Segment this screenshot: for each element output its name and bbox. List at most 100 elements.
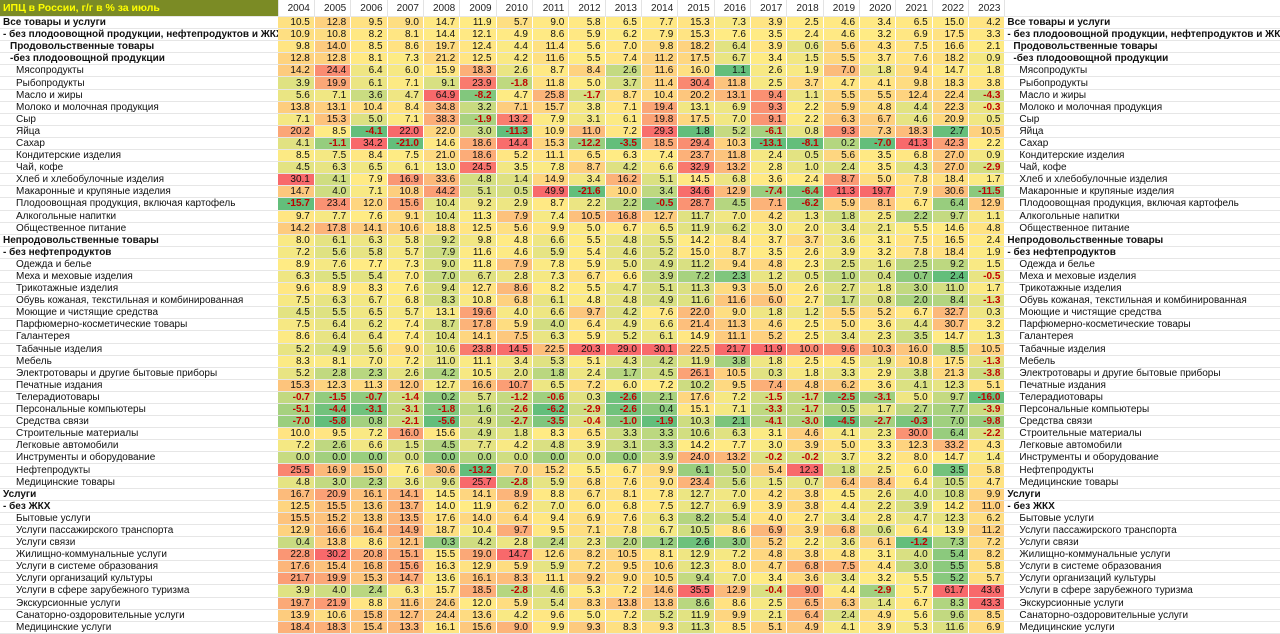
value-cell: 6.2 [350, 318, 388, 332]
value-cell: 6.3 [605, 149, 642, 163]
value-cell: 16.9 [387, 173, 424, 187]
value-cell: -21.0 [387, 137, 424, 151]
value-cell: 7.6 [641, 306, 679, 320]
row-label: Нефтепродукты [0, 463, 279, 477]
value-cell: 7.6 [387, 463, 424, 477]
value-cell: 6.7 [895, 597, 933, 610]
value-cell: 1.3 [968, 330, 1006, 344]
value-cell: 5.5 [568, 463, 606, 477]
value-cell: 6.6 [350, 439, 388, 453]
row-label-right: Одежда и белье [1004, 258, 1280, 271]
value-cell: 7.0 [714, 572, 751, 586]
value-cell: 9.8 [278, 40, 315, 54]
value-cell: 5.9 [496, 560, 533, 574]
value-cell: 5.4 [932, 548, 970, 562]
value-cell: 5.6 [496, 222, 533, 235]
value-cell: 4.2 [641, 355, 679, 368]
value-cell: 18.4 [932, 246, 970, 259]
value-cell: 4.1 [859, 76, 897, 90]
row-label-right: Макаронные и крупяные изделия [1004, 185, 1280, 199]
value-cell: 13.6 [350, 500, 388, 513]
value-cell: 7.9 [423, 246, 461, 259]
value-cell: 27.0 [932, 161, 970, 175]
value-cell: 24.6 [423, 597, 461, 610]
value-cell: 3.1 [859, 234, 897, 247]
value-cell: 5.1 [750, 621, 788, 634]
table-row: Трикотажные изделия 9.6 8.9 8.3 7.6 9.4 12.7 8.… [0, 282, 1280, 296]
value-cell: 11.0 [932, 282, 970, 296]
value-cell: 7.2 [605, 125, 642, 138]
value-cell: 6.0 [605, 379, 642, 392]
value-cell: 11.4 [532, 40, 570, 54]
value-cell: 3.2 [968, 318, 1006, 332]
year-header: 2021 [895, 0, 933, 17]
value-cell: 3.4 [568, 173, 606, 187]
value-cell: 2.3 [714, 270, 751, 284]
row-label-right: Медицинские услуги [1004, 621, 1280, 634]
value-cell: 18.3 [314, 621, 352, 634]
value-cell: 6.4 [314, 330, 352, 344]
value-cell: 4.7 [823, 76, 861, 90]
value-cell: 6.7 [605, 222, 642, 235]
value-cell: 2.4 [568, 367, 606, 380]
value-cell: 3.6 [859, 318, 897, 332]
table-title: ИПЦ в России, г/г в % за июль [0, 0, 279, 17]
value-cell: 7.1 [496, 101, 533, 114]
table-row: Медицинские товары 4.8 3.0 2.3 3.6 9.6 25.7 -2.… [0, 476, 1280, 489]
value-cell: 9.5 [350, 16, 388, 30]
value-cell: -13.2 [459, 463, 497, 477]
value-cell: 8.1 [605, 488, 642, 501]
value-cell: 12.9 [459, 560, 497, 574]
value-cell: 10.6 [641, 560, 679, 574]
value-cell: 10.6 [677, 427, 715, 441]
value-cell: 11.3 [677, 282, 715, 296]
value-cell: 9.4 [714, 258, 751, 271]
value-cell: -0.2 [786, 451, 824, 465]
value-cell: 12.3 [677, 560, 715, 574]
row-label: Печатные издания [0, 379, 279, 392]
value-cell: 3.9 [786, 524, 824, 538]
value-cell: 2.0 [895, 294, 933, 308]
value-cell: 1.1 [714, 64, 751, 78]
value-cell: 15.6 [387, 560, 424, 574]
row-label: -без плодоовощной продукции [0, 52, 279, 66]
value-cell: 21.4 [677, 318, 715, 332]
value-cell: 2.0 [496, 367, 533, 380]
value-cell: 5.9 [532, 246, 570, 259]
value-cell: 5.6 [278, 89, 315, 102]
value-cell: 7.7 [350, 258, 388, 271]
value-cell: 15.7 [423, 584, 461, 598]
row-label-right: Меха и меховые изделия [1004, 270, 1280, 284]
row-label: Яйца [0, 125, 279, 138]
value-cell: 8.4 [932, 294, 970, 308]
year-header: 2023 [968, 0, 1006, 17]
value-cell: 19.9 [314, 76, 352, 90]
year-header: 2011 [532, 0, 570, 17]
value-cell: 19.9 [314, 572, 352, 586]
value-cell: 10.5 [568, 210, 606, 223]
value-cell: 2.3 [350, 367, 388, 380]
value-cell: 15.3 [677, 16, 715, 30]
year-header: 2006 [350, 0, 388, 17]
value-cell: 10.0 [605, 185, 642, 199]
value-cell: 19.6 [459, 306, 497, 320]
value-cell: 3.6 [823, 536, 861, 550]
value-cell: 3.4 [823, 330, 861, 344]
value-cell: 3.2 [859, 28, 897, 42]
value-cell: 6.3 [823, 597, 861, 610]
value-cell: 11.8 [532, 76, 570, 90]
value-cell: 5.3 [895, 621, 933, 634]
value-cell: 13.8 [314, 536, 352, 550]
value-cell: 3.6 [750, 173, 788, 187]
value-cell: 11.9 [677, 355, 715, 368]
value-cell: 1.6 [859, 258, 897, 271]
value-cell: 7.1 [714, 403, 751, 417]
value-cell: 7.1 [350, 185, 388, 199]
value-cell: 2.4 [750, 149, 788, 163]
value-cell: 5.0 [895, 391, 933, 405]
value-cell: 9.1 [423, 76, 461, 90]
value-cell: 2.4 [532, 536, 570, 550]
value-cell: 9.8 [641, 40, 679, 54]
value-cell: 1.2 [786, 306, 824, 320]
value-cell: 10.0 [278, 427, 315, 441]
